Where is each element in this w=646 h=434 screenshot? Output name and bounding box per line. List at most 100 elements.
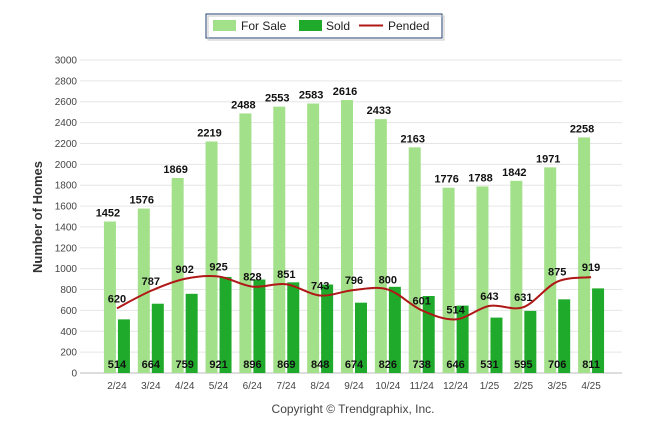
label-sold: 514	[108, 359, 127, 371]
legend: For Sale Sold Pended	[205, 13, 445, 41]
bar-for-sale	[510, 180, 523, 373]
bar-for-sale	[307, 103, 320, 373]
label-pended: 787	[142, 276, 160, 288]
label-sold: 848	[311, 359, 329, 371]
legend-frame	[205, 13, 443, 39]
label-pended: 800	[379, 275, 397, 287]
label-pended: 919	[582, 262, 600, 274]
bar-sold	[287, 282, 300, 373]
y-tick-label: 3000	[55, 56, 78, 67]
data-labels: 1452 514 1576 664 1869 759 2219 921 2488 896 2553 8…	[96, 86, 601, 371]
label-pended: 828	[243, 272, 261, 284]
label-sold: 826	[379, 359, 397, 371]
label-pended: 514	[446, 304, 465, 316]
label-pended: 851	[277, 269, 295, 281]
x-tick-label: 1/25	[480, 381, 500, 392]
label-sold: 811	[582, 359, 600, 371]
x-tick-label: 12/24	[443, 381, 468, 392]
bar-sold	[490, 317, 503, 373]
label-for-sale: 2163	[400, 133, 424, 145]
y-tick-label: 2600	[55, 97, 78, 108]
label-for-sale: 1576	[130, 195, 154, 207]
label-pended: 643	[480, 291, 498, 303]
label-sold: 674	[345, 359, 364, 371]
bar-for-sale	[476, 186, 489, 373]
legend-swatch-for-sale	[213, 20, 236, 31]
label-sold: 921	[209, 359, 227, 371]
y-tick-label: 2800	[55, 76, 78, 87]
bar-for-sale	[273, 106, 286, 374]
bar-for-sale	[103, 221, 116, 373]
label-for-sale: 1788	[468, 172, 492, 184]
bars	[103, 100, 605, 374]
bar-for-sale	[578, 137, 591, 373]
bar-for-sale	[408, 147, 421, 373]
label-pended: 631	[514, 292, 532, 304]
x-tick-label: 2/25	[514, 381, 534, 392]
label-pended: 601	[413, 295, 431, 307]
label-pended: 620	[108, 293, 126, 305]
y-tick-label: 1600	[55, 202, 78, 213]
x-tick-label: 3/24	[141, 381, 161, 392]
pended-line-path	[116, 274, 592, 321]
legend-label-sold: Sold	[326, 19, 350, 33]
bar-sold	[355, 302, 367, 373]
bar-sold	[321, 284, 334, 373]
y-tick-label: 200	[60, 348, 77, 359]
label-for-sale: 1452	[96, 208, 120, 220]
x-tick-label: 3/25	[547, 381, 567, 392]
label-pended: 875	[548, 267, 566, 279]
y-tick-label: 600	[60, 306, 77, 317]
bar-sold	[253, 279, 266, 373]
label-for-sale: 2488	[231, 99, 255, 111]
bar-sold	[388, 286, 401, 373]
y-tick-label: 800	[60, 285, 77, 296]
label-pended: 902	[175, 264, 193, 276]
label-for-sale: 1869	[163, 164, 187, 176]
label-sold: 869	[277, 359, 295, 371]
legend-shadow	[207, 15, 445, 41]
legend-swatch-sold	[299, 20, 322, 31]
label-for-sale: 2258	[570, 123, 594, 135]
label-for-sale: 2433	[367, 105, 391, 117]
y-tick-label: 1800	[55, 181, 78, 192]
y-axis-ticks: 0 200 400 600 800 1000 1200 1400 1600 1800 2000 220…	[55, 56, 78, 380]
label-sold: 664	[142, 359, 161, 371]
x-tick-label: 5/24	[209, 381, 229, 392]
bar-for-sale	[341, 100, 353, 374]
label-pended: 925	[209, 261, 227, 273]
label-for-sale: 2583	[299, 90, 323, 102]
y-tick-label: 2400	[55, 118, 78, 129]
legend-label-pended: Pended	[388, 19, 429, 33]
bar-sold	[524, 310, 537, 373]
x-tick-label: 7/24	[277, 381, 297, 392]
bar-sold	[117, 319, 130, 373]
bar-sold	[592, 288, 605, 373]
label-pended: 796	[345, 275, 363, 287]
label-sold: 738	[413, 359, 431, 371]
x-tick-label: 4/24	[175, 381, 195, 392]
x-axis-ticks: 2/24 3/24 4/24 5/24 6/24 7/24 8/24 9/24 10/24 11/…	[107, 381, 601, 392]
bar-for-sale	[374, 119, 387, 373]
bar-for-sale	[239, 113, 252, 373]
y-tick-label: 1400	[55, 222, 78, 233]
label-for-sale: 2219	[197, 127, 221, 139]
label-for-sale: 1776	[434, 174, 458, 186]
x-tick-label: 8/24	[310, 381, 330, 392]
bar-for-sale	[137, 208, 150, 373]
x-tick-label: 11/24	[410, 381, 435, 392]
bar-for-sale	[544, 167, 557, 373]
label-for-sale: 2553	[265, 93, 289, 105]
x-tick-label: 4/25	[581, 381, 601, 392]
x-tick-label: 10/24	[375, 381, 400, 392]
bar-sold	[151, 303, 164, 373]
bar-for-sale	[205, 141, 218, 373]
bar-for-sale	[442, 187, 455, 373]
label-sold: 896	[243, 359, 261, 371]
y-tick-label: 2200	[55, 139, 78, 150]
label-sold: 531	[480, 359, 498, 371]
copyright-credit: Copyright © Trendgraphix, Inc.	[272, 402, 435, 416]
x-tick-label: 6/24	[243, 381, 263, 392]
bar-sold	[185, 293, 198, 373]
